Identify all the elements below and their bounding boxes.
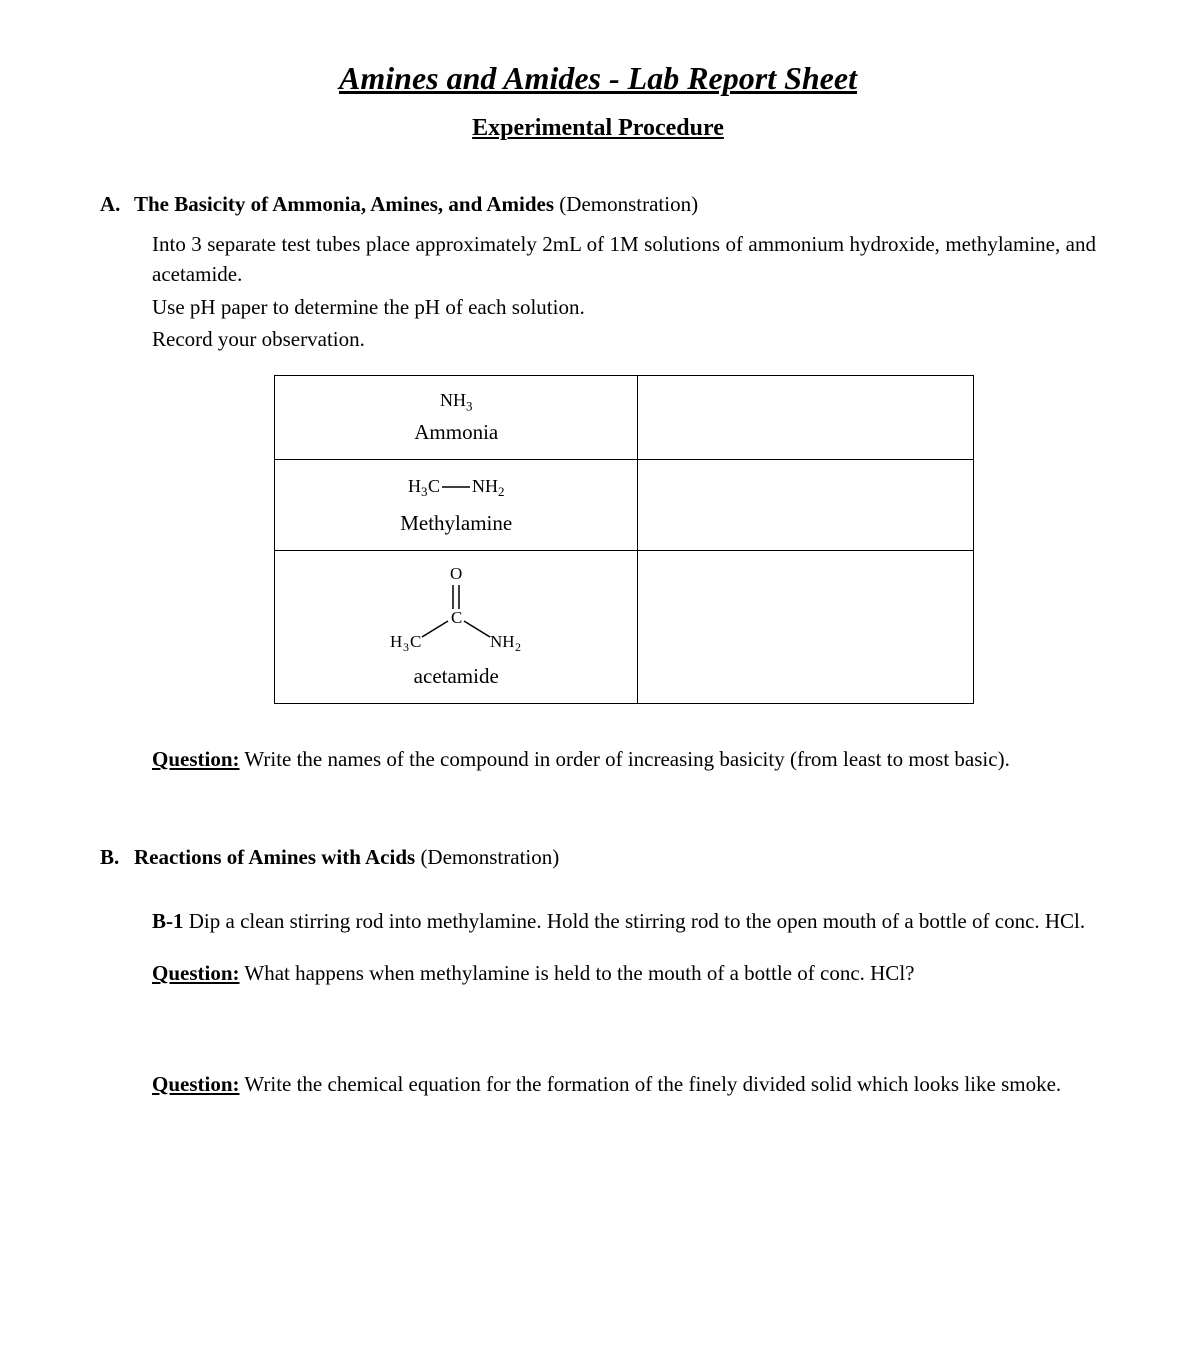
observation-cell-acetamide[interactable]: [638, 551, 974, 704]
svg-text:3: 3: [403, 640, 409, 653]
section-b-heading: Reactions of Amines with Acids (Demonstr…: [134, 845, 559, 870]
table-row: H 3 C NH 2 Methylamine: [275, 460, 974, 551]
page: Amines and Amides - Lab Report Sheet Exp…: [0, 0, 1196, 1358]
compound-cell-methylamine: H 3 C NH 2 Methylamine: [275, 460, 638, 551]
acetamide-name: acetamide: [283, 664, 629, 689]
svg-text:O: O: [450, 565, 462, 583]
compound-cell-acetamide: O C H 3 C NH 2 acetami: [275, 551, 638, 704]
section-a-marker: A.: [100, 192, 134, 223]
section-b-question1: Question: What happens when methylamine …: [152, 958, 1096, 988]
section-a-para1: Into 3 separate test tubes place approxi…: [152, 229, 1096, 290]
section-b-body: B-1 Dip a clean stirring rod into methyl…: [100, 906, 1096, 1099]
svg-text:NH: NH: [472, 476, 498, 496]
compound-cell-ammonia: NH3 Ammonia: [275, 375, 638, 460]
svg-text:C: C: [451, 608, 462, 627]
section-b-demo-note: (Demonstration): [415, 845, 559, 869]
observation-cell-ammonia[interactable]: [638, 375, 974, 460]
question-text: Write the names of the compound in order…: [240, 747, 1010, 771]
section-a-question: Question: Write the names of the compoun…: [152, 744, 1096, 774]
acetamide-structure-icon: O C H 3 C NH 2: [283, 565, 629, 658]
b1-text: Dip a clean stirring rod into methylamin…: [184, 909, 1086, 933]
b1-label: B-1: [152, 909, 184, 933]
methylamine-structure-icon: H 3 C NH 2: [396, 474, 516, 500]
question-label: Question:: [152, 1072, 240, 1096]
question2-text: Write the chemical equation for the form…: [240, 1072, 1062, 1096]
compound-table: NH3 Ammonia H 3 C NH 2: [274, 375, 974, 705]
svg-text:3: 3: [421, 484, 428, 499]
section-a-para3: Record your observation.: [152, 324, 1096, 354]
section-b-marker: B.: [100, 845, 134, 876]
section-b-header-row: B. Reactions of Amines with Acids (Demon…: [100, 845, 1096, 876]
question-label: Question:: [152, 961, 240, 985]
section-a-title-text: The Basicity of Ammonia, Amines, and Ami…: [134, 192, 554, 216]
svg-text:H: H: [408, 476, 421, 496]
methylamine-name: Methylamine: [283, 511, 629, 536]
section-a-demo-note: (Demonstration): [554, 192, 698, 216]
svg-text:2: 2: [515, 640, 521, 653]
question-label: Question:: [152, 747, 240, 771]
ammonia-formula: NH3: [283, 390, 629, 415]
question1-text: What happens when methylamine is held to…: [240, 961, 915, 985]
svg-text:2: 2: [498, 484, 505, 499]
observation-cell-methylamine[interactable]: [638, 460, 974, 551]
section-b-title-text: Reactions of Amines with Acids: [134, 845, 415, 869]
svg-text:C: C: [428, 476, 440, 496]
section-b1-paragraph: B-1 Dip a clean stirring rod into methyl…: [152, 906, 1096, 936]
section-a-body: Into 3 separate test tubes place approxi…: [100, 229, 1096, 775]
subtitle: Experimental Procedure: [100, 115, 1096, 142]
section-a-heading: The Basicity of Ammonia, Amines, and Ami…: [134, 192, 698, 217]
svg-text:NH: NH: [490, 632, 515, 651]
svg-text:H: H: [390, 632, 402, 651]
main-title: Amines and Amides - Lab Report Sheet: [100, 60, 1096, 97]
svg-text:C: C: [410, 632, 421, 651]
ammonia-name: Ammonia: [283, 420, 629, 445]
table-row: O C H 3 C NH 2 acetami: [275, 551, 974, 704]
table-row: NH3 Ammonia: [275, 375, 974, 460]
section-b-question2: Question: Write the chemical equation fo…: [152, 1069, 1096, 1099]
methylamine-formula: H 3 C NH 2: [283, 474, 629, 505]
section-a-header-row: A. The Basicity of Ammonia, Amines, and …: [100, 192, 1096, 223]
section-a-para2: Use pH paper to determine the pH of each…: [152, 292, 1096, 322]
